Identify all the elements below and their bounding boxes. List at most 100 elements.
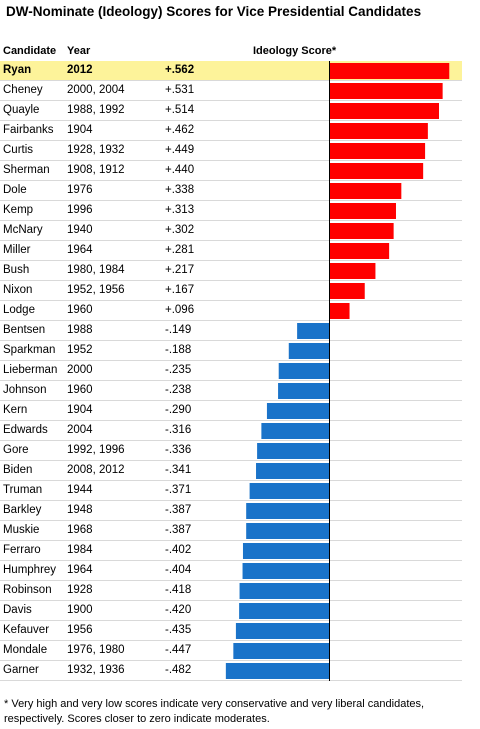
candidate-name: Truman — [3, 484, 43, 496]
candidate-year: 1960 — [67, 304, 93, 316]
score-label: -.149 — [165, 324, 192, 336]
score-bar — [297, 323, 329, 339]
table-row: Barkley 1948 -.387 — [0, 501, 462, 521]
score-bar — [233, 643, 329, 659]
candidate-year: 1900 — [67, 604, 93, 616]
table-row: Miller 1964 +.281 — [0, 241, 462, 261]
score-label: -.418 — [165, 584, 192, 596]
score-label: +.167 — [165, 284, 195, 296]
score-label: -.371 — [165, 484, 192, 496]
candidate-year: 2012 — [67, 64, 93, 76]
candidate-year: 1944 — [67, 484, 93, 496]
candidate-name: Kemp — [3, 204, 34, 216]
score-label: +.462 — [165, 124, 195, 136]
score-label: -.341 — [165, 464, 192, 476]
score-bar — [246, 503, 329, 519]
candidate-name: Fairbanks — [3, 124, 54, 136]
candidate-column-header: Candidate — [3, 45, 57, 57]
score-bar — [235, 623, 329, 639]
table-row: Kefauver 1956 -.435 — [0, 621, 462, 641]
table-row: Cheney 2000, 2004 +.531 — [0, 81, 462, 101]
table-row: Truman 1944 -.371 — [0, 481, 462, 501]
ideology-score-column-header: Ideology Score* — [253, 45, 337, 57]
score-label: -.336 — [165, 444, 192, 456]
score-bar — [329, 163, 424, 179]
score-bar — [329, 243, 390, 259]
candidate-name: Johnson — [3, 384, 47, 396]
candidate-year: 2008, 2012 — [67, 464, 125, 476]
table-row: Nixon 1952, 1956 +.167 — [0, 281, 462, 301]
score-label: -.402 — [165, 544, 192, 556]
candidate-name: Mondale — [3, 644, 48, 656]
table-row: Sherman 1908, 1912 +.440 — [0, 161, 462, 181]
candidate-year: 1976 — [67, 184, 93, 196]
candidate-name: Ryan — [3, 64, 32, 76]
score-label: -.235 — [165, 364, 192, 376]
candidate-year: 1932, 1936 — [67, 664, 125, 676]
score-label: +.449 — [165, 144, 195, 156]
candidate-name: Gore — [3, 444, 29, 456]
candidate-name: Biden — [3, 464, 33, 476]
candidate-year: 1984 — [67, 544, 93, 556]
score-label: -.404 — [165, 564, 192, 576]
candidate-year: 2000, 2004 — [67, 84, 125, 96]
score-label: +.096 — [165, 304, 195, 316]
chart-title: DW-Nominate (Ideology) Scores for Vice P… — [6, 4, 422, 19]
table-row: Mondale 1976, 1980 -.447 — [0, 641, 462, 661]
candidate-name: Edwards — [3, 424, 48, 436]
score-bar — [329, 183, 402, 199]
table-row: Kern 1904 -.290 — [0, 401, 462, 421]
candidate-name: Dole — [3, 184, 27, 196]
score-bar — [329, 103, 439, 119]
table-row: Dole 1976 +.338 — [0, 181, 462, 201]
candidate-name: Lodge — [3, 304, 35, 316]
candidate-year: 1952 — [67, 344, 93, 356]
candidate-rows: Ryan 2012 +.562 Cheney 2000, 2004 +.531 Quayle… — [0, 61, 462, 681]
score-bar — [239, 583, 329, 599]
table-row: Ferraro 1984 -.402 — [0, 541, 462, 561]
score-label: -.238 — [165, 384, 192, 396]
ideology-bar-chart — [225, 63, 450, 679]
table-row: Johnson 1960 -.238 — [0, 381, 462, 401]
score-label: -.316 — [165, 424, 192, 436]
score-bar — [329, 223, 394, 239]
candidate-year: 1904 — [67, 124, 93, 136]
score-bar — [261, 423, 329, 439]
table-row: Gore 1992, 1996 -.336 — [0, 441, 462, 461]
candidate-name: Miller — [3, 244, 31, 256]
candidate-year: 1996 — [67, 204, 93, 216]
candidate-year: 2000 — [67, 364, 93, 376]
score-label: -.290 — [165, 404, 192, 416]
candidate-name: Kefauver — [3, 624, 50, 636]
score-bar — [242, 543, 329, 559]
table-row: Humphrey 1964 -.404 — [0, 561, 462, 581]
candidate-year: 1976, 1980 — [67, 644, 125, 656]
score-bar — [225, 663, 329, 679]
candidate-name: Garner — [3, 664, 39, 676]
candidate-year: 1960 — [67, 384, 93, 396]
table-row: McNary 1940 +.302 — [0, 221, 462, 241]
table-row: Edwards 2004 -.316 — [0, 421, 462, 441]
score-label: -.188 — [165, 344, 192, 356]
score-label: +.531 — [165, 84, 195, 96]
score-label: -.482 — [165, 664, 192, 676]
score-bar — [242, 563, 329, 579]
candidate-year: 1988, 1992 — [67, 104, 125, 116]
score-bar — [288, 343, 329, 359]
score-label: -.387 — [165, 504, 192, 516]
table-row: Quayle 1988, 1992 +.514 — [0, 101, 462, 121]
score-bar — [278, 363, 329, 379]
candidate-year: 1964 — [67, 564, 93, 576]
score-bar — [329, 303, 350, 319]
candidate-name: Humphrey — [3, 564, 57, 576]
candidate-year: 1992, 1996 — [67, 444, 125, 456]
table-row: Robinson 1928 -.418 — [0, 581, 462, 601]
candidate-year: 1908, 1912 — [67, 164, 125, 176]
candidate-year: 1928, 1932 — [67, 144, 125, 156]
score-label: +.562 — [165, 64, 195, 76]
score-bar — [329, 263, 376, 279]
score-label: +.514 — [165, 104, 195, 116]
table-row: Davis 1900 -.420 — [0, 601, 462, 621]
score-label: +.281 — [165, 244, 195, 256]
zero-axis-line — [329, 61, 330, 681]
